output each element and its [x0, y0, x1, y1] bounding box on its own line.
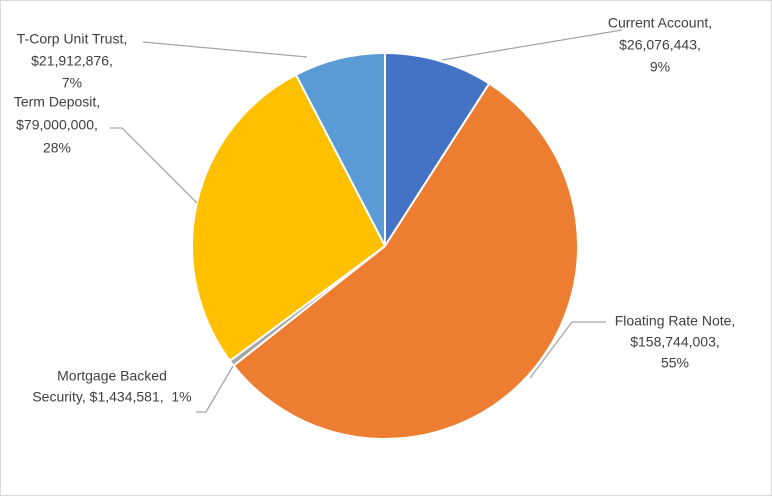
data-label: 55%	[661, 355, 689, 371]
data-label: 7%	[62, 75, 82, 91]
data-label: Term Deposit,	[14, 94, 100, 110]
data-label: Floating Rate Note,	[615, 313, 736, 329]
data-label: Current Account,	[608, 15, 712, 31]
pie-slice	[294, 51, 386, 247]
data-label: $79,000,000,	[16, 117, 98, 133]
data-label: Mortgage Backed	[57, 368, 167, 384]
leader-line	[196, 365, 234, 413]
data-label: $26,076,443,	[619, 37, 701, 53]
pie-slice	[232, 82, 579, 440]
leader-lines	[110, 29, 623, 413]
pie-slice	[384, 51, 491, 250]
leader-line	[441, 29, 623, 61]
data-label: T-Corp Unit Trust,	[17, 31, 127, 47]
leader-line	[529, 321, 606, 379]
leader-line	[110, 127, 198, 204]
data-label: $21,912,876,	[31, 53, 113, 69]
data-label: 9%	[650, 59, 670, 75]
data-label: $158,744,003,	[630, 334, 720, 350]
data-label: 28%	[43, 140, 71, 156]
leader-line	[142, 41, 308, 58]
data-label: Security, $1,434,581, 1%	[32, 389, 191, 405]
